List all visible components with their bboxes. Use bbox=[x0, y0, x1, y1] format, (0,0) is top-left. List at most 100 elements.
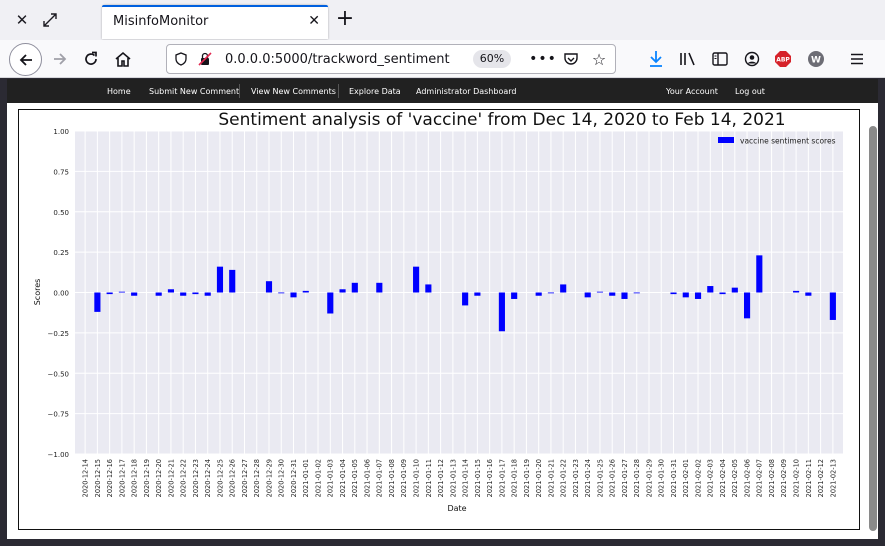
bar bbox=[731, 287, 738, 293]
x-tick-label: 2020-12-24 bbox=[204, 459, 212, 497]
bar bbox=[474, 292, 481, 296]
nav-explore-data[interactable]: Explore Data bbox=[349, 87, 401, 96]
x-tick-label: 2021-01-20 bbox=[535, 459, 543, 497]
pocket-icon[interactable] bbox=[563, 51, 579, 67]
x-tick-label: 2020-12-18 bbox=[131, 459, 139, 497]
nav-log-out[interactable]: Log out bbox=[735, 87, 765, 96]
y-tick-label: 0.50 bbox=[53, 209, 69, 217]
x-tick-label: 2021-01-01 bbox=[302, 459, 310, 497]
bar bbox=[498, 292, 505, 332]
bar bbox=[462, 292, 469, 306]
bar bbox=[94, 292, 101, 312]
x-tick-label: 2021-02-02 bbox=[694, 459, 702, 497]
nav-submit-new-comment[interactable]: Submit New Comment bbox=[149, 87, 240, 96]
tab-title: MisinfoMonitor bbox=[113, 14, 209, 29]
x-tick-label: 2020-12-30 bbox=[278, 459, 286, 497]
scrollbar-thumb[interactable] bbox=[869, 126, 877, 531]
x-tick-label: 2021-02-03 bbox=[707, 459, 715, 497]
x-tick-label: 2021-01-27 bbox=[621, 459, 629, 497]
home-icon bbox=[115, 51, 131, 67]
x-tick-label: 2021-01-14 bbox=[462, 459, 470, 497]
svg-text:W: W bbox=[811, 56, 821, 66]
y-tick-label: −0.50 bbox=[48, 370, 69, 378]
x-tick-label: 2021-02-09 bbox=[780, 459, 788, 497]
reload-button[interactable] bbox=[76, 45, 106, 73]
x-tick-label: 2020-12-15 bbox=[94, 459, 102, 497]
bar bbox=[167, 289, 174, 293]
x-tick-label: 2021-01-29 bbox=[645, 459, 653, 497]
shield-icon[interactable] bbox=[173, 51, 189, 67]
y-tick-label: −1.00 bbox=[48, 451, 69, 459]
bar bbox=[547, 292, 554, 294]
tab-strip: ✕ MisinfoMonitor ✕ + bbox=[0, 0, 885, 40]
page-viewport: Home Submit New Comment View New Comment… bbox=[7, 79, 878, 539]
account-icon[interactable] bbox=[742, 49, 762, 69]
back-arrow-icon bbox=[19, 53, 32, 66]
bar bbox=[204, 292, 211, 296]
nav-home[interactable]: Home bbox=[107, 87, 131, 96]
bar bbox=[180, 292, 187, 296]
x-tick-label: 2021-02-04 bbox=[719, 459, 727, 497]
x-tick-label: 2021-02-01 bbox=[682, 459, 690, 497]
bar bbox=[327, 292, 334, 314]
x-tick-label: 2021-01-19 bbox=[523, 459, 531, 497]
home-button[interactable] bbox=[108, 45, 138, 73]
tab-close-icon[interactable]: ✕ bbox=[308, 13, 320, 29]
nav-your-account[interactable]: Your Account bbox=[666, 87, 718, 96]
zoom-level-badge[interactable]: 60% bbox=[473, 50, 511, 68]
x-tick-label: 2021-01-24 bbox=[584, 459, 592, 497]
x-tick-label: 2021-02-11 bbox=[805, 459, 813, 497]
x-tick-label: 2020-12-16 bbox=[106, 459, 114, 497]
forward-button[interactable] bbox=[45, 45, 75, 73]
page-actions-icon[interactable]: ••• bbox=[529, 51, 557, 67]
chart-title: Sentiment analysis of 'vaccine' from Dec… bbox=[218, 110, 785, 130]
extension-w-icon[interactable]: W bbox=[806, 49, 826, 69]
bar bbox=[290, 292, 297, 298]
x-tick-label: 2020-12-14 bbox=[82, 459, 90, 497]
tab-accent-line bbox=[102, 5, 328, 7]
nav-administrator-dashboard[interactable]: Administrator Dashboard bbox=[416, 87, 517, 96]
bar bbox=[229, 269, 236, 293]
adblock-icon[interactable]: ABP bbox=[773, 49, 793, 69]
x-tick-label: 2020-12-28 bbox=[253, 459, 261, 497]
bar bbox=[265, 281, 273, 293]
x-axis-label: Date bbox=[447, 504, 466, 513]
sidebar-icon[interactable] bbox=[710, 49, 730, 69]
x-tick-label: 2021-02-08 bbox=[768, 459, 776, 497]
x-tick-label: 2020-12-22 bbox=[180, 459, 188, 497]
x-tick-label: 2021-01-30 bbox=[658, 459, 666, 497]
x-tick-label: 2020-12-20 bbox=[155, 459, 163, 497]
url-bar[interactable]: 0.0.0.0:5000/trackword_sentiment 60% •••… bbox=[166, 44, 616, 74]
bookmark-star-icon[interactable]: ☆ bbox=[591, 49, 607, 69]
nav-view-new-comments[interactable]: View New Comments bbox=[251, 87, 336, 96]
x-tick-label: 2021-01-12 bbox=[437, 459, 445, 497]
y-tick-label: 1.00 bbox=[53, 128, 69, 136]
bar bbox=[511, 292, 518, 299]
browser-tab[interactable]: MisinfoMonitor ✕ bbox=[102, 5, 328, 39]
insecure-lock-icon[interactable] bbox=[197, 51, 213, 67]
bar bbox=[793, 290, 800, 293]
back-button[interactable] bbox=[9, 43, 42, 76]
x-tick-label: 2021-02-06 bbox=[743, 459, 751, 497]
bar bbox=[682, 292, 689, 298]
x-tick-label: 2021-02-13 bbox=[829, 459, 837, 497]
menu-icon[interactable] bbox=[847, 49, 867, 69]
window-maximize-icon[interactable] bbox=[38, 8, 62, 32]
bar bbox=[351, 282, 358, 293]
forward-arrow-icon bbox=[54, 53, 67, 65]
legend: vaccine sentiment scores bbox=[718, 137, 836, 146]
library-icon[interactable] bbox=[678, 49, 698, 69]
x-tick-label: 2021-01-04 bbox=[339, 459, 347, 497]
bar bbox=[670, 292, 677, 295]
window-close-icon[interactable]: ✕ bbox=[15, 11, 29, 29]
legend-swatch bbox=[718, 137, 734, 143]
x-tick-label: 2021-01-09 bbox=[400, 459, 408, 497]
bar bbox=[192, 292, 199, 295]
x-tick-label: 2021-01-31 bbox=[670, 459, 678, 497]
download-icon[interactable] bbox=[646, 49, 666, 69]
bar bbox=[339, 289, 346, 293]
y-tick-label: 0.25 bbox=[53, 249, 69, 257]
scrollbar[interactable] bbox=[869, 106, 877, 536]
new-tab-icon[interactable]: + bbox=[335, 6, 355, 31]
bar bbox=[829, 292, 836, 320]
